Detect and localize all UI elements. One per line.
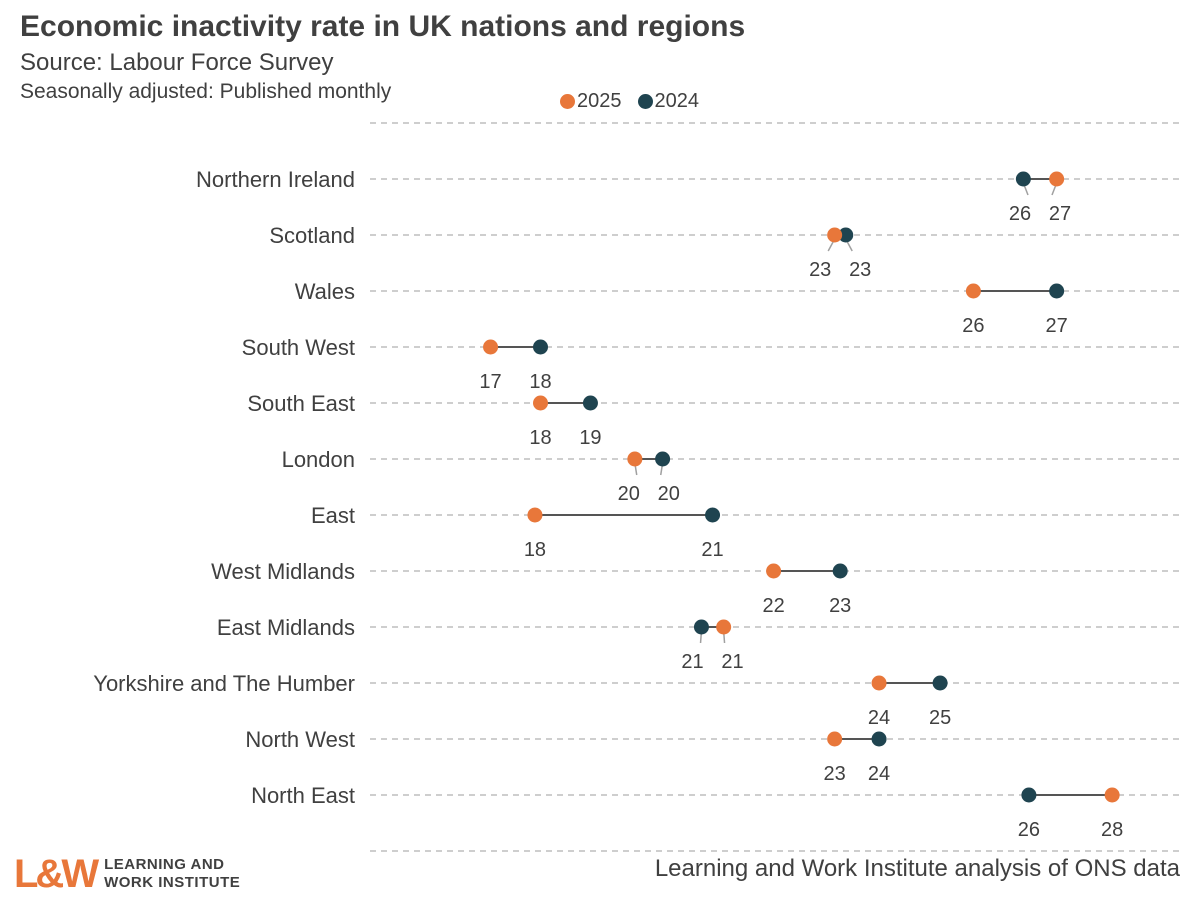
legend-item-2025: 2025 bbox=[560, 90, 622, 113]
value-label-2024-wales: 27 bbox=[1046, 315, 1068, 337]
chart-subtitle: Source: Labour Force Survey bbox=[20, 49, 334, 76]
value-label-2024-north-west: 24 bbox=[868, 763, 890, 785]
value-label-2024-london: 20 bbox=[658, 483, 680, 505]
dot-2024-northern-ireland bbox=[1015, 171, 1031, 187]
category-label-northern-ireland: Northern Ireland bbox=[196, 167, 355, 192]
value-label-2025-south-west: 17 bbox=[479, 371, 501, 393]
dot-2025-south-west bbox=[483, 339, 499, 355]
dot-2025-east-midlands bbox=[716, 619, 732, 635]
category-label-yorkshire-and-the-humber: Yorkshire and The Humber bbox=[93, 671, 355, 696]
dot-2024-london bbox=[655, 451, 671, 467]
value-label-2024-yorkshire-and-the-humber: 25 bbox=[929, 707, 951, 729]
legend-item-2024: 2024 bbox=[637, 90, 700, 113]
value-label-2025-east-midlands: 21 bbox=[721, 651, 743, 673]
value-label-2025-london: 20 bbox=[618, 483, 640, 505]
dot-2024-north-west bbox=[871, 731, 887, 747]
value-label-2024-northern-ireland: 26 bbox=[1009, 203, 1031, 225]
value-label-2025-scotland: 23 bbox=[809, 259, 831, 281]
category-label-east-midlands: East Midlands bbox=[217, 615, 355, 640]
dot-2025-wales bbox=[965, 283, 981, 299]
value-label-2024-east-midlands: 21 bbox=[681, 651, 703, 673]
dot-2024-north-east bbox=[1021, 787, 1037, 803]
value-label-2025-south-east: 18 bbox=[529, 427, 551, 449]
category-label-wales: Wales bbox=[295, 279, 355, 304]
category-label-north-west: North West bbox=[245, 727, 355, 752]
value-label-2025-north-east: 28 bbox=[1101, 819, 1123, 841]
category-label-west-midlands: West Midlands bbox=[211, 559, 355, 584]
category-label-london: London bbox=[282, 447, 355, 472]
value-label-2025-northern-ireland: 27 bbox=[1049, 203, 1071, 225]
legend-dot-2025 bbox=[560, 94, 575, 109]
dot-2025-south-east bbox=[533, 395, 548, 411]
value-label-2024-east: 21 bbox=[701, 539, 723, 561]
category-label-south-west: South West bbox=[242, 335, 355, 360]
value-label-2025-wales: 26 bbox=[962, 315, 984, 337]
dot-2025-yorkshire-and-the-humber bbox=[871, 675, 887, 691]
category-label-scotland: Scotland bbox=[269, 223, 355, 248]
dot-2025-northern-ireland bbox=[1049, 171, 1065, 187]
dot-2024-south-west bbox=[533, 339, 548, 355]
logo-text-line1: LEARNING AND bbox=[104, 856, 225, 873]
dot-2024-south-east bbox=[582, 395, 598, 411]
logo-mark: L&W bbox=[14, 852, 99, 896]
value-label-2024-west-midlands: 23 bbox=[829, 595, 851, 617]
learning-and-work-logo: L&W LEARNING AND WORK INSTITUTE bbox=[14, 854, 240, 894]
value-label-2025-east: 18 bbox=[524, 539, 546, 561]
dot-2025-scotland bbox=[827, 227, 843, 243]
chart-subtitle-secondary: Seasonally adjusted: Published monthly bbox=[20, 80, 392, 103]
category-label-east: East bbox=[311, 503, 355, 528]
value-label-2025-west-midlands: 22 bbox=[762, 595, 784, 617]
logo-text-line2: WORK INSTITUTE bbox=[104, 874, 241, 891]
value-label-2024-south-east: 19 bbox=[579, 427, 601, 449]
value-label-2024-north-east: 26 bbox=[1018, 819, 1040, 841]
dot-2024-east-midlands bbox=[693, 619, 709, 635]
dot-2024-scotland bbox=[838, 227, 854, 243]
dot-2025-north-east bbox=[1104, 787, 1120, 803]
value-label-2024-south-west: 18 bbox=[529, 371, 551, 393]
legend-dot-2024 bbox=[637, 94, 653, 109]
dot-2024-yorkshire-and-the-humber bbox=[932, 675, 948, 691]
dot-2025-west-midlands bbox=[766, 563, 782, 579]
legend-label-2025: 2025 bbox=[577, 90, 622, 112]
legend: 2025 2024 bbox=[560, 90, 715, 113]
footer-source: Learning and Work Institute analysis of … bbox=[654, 855, 1180, 882]
dot-2024-east bbox=[705, 507, 721, 523]
value-label-2025-north-west: 23 bbox=[824, 763, 846, 785]
value-label-2025-yorkshire-and-the-humber: 24 bbox=[868, 707, 890, 729]
legend-label-2024: 2024 bbox=[654, 90, 700, 112]
dot-2025-east bbox=[527, 507, 543, 523]
category-label-north-east: North East bbox=[251, 783, 355, 808]
value-label-2024-scotland: 23 bbox=[849, 259, 871, 281]
dot-2024-west-midlands bbox=[832, 563, 848, 579]
dot-2025-london bbox=[627, 451, 643, 467]
logo-text: LEARNING AND WORK INSTITUTE bbox=[104, 856, 240, 892]
dot-2024-wales bbox=[1049, 283, 1065, 299]
category-label-south-east: South East bbox=[247, 391, 355, 416]
dot-2025-north-west bbox=[827, 731, 843, 747]
chart-title: Economic inactivity rate in UK nations a… bbox=[20, 10, 746, 43]
